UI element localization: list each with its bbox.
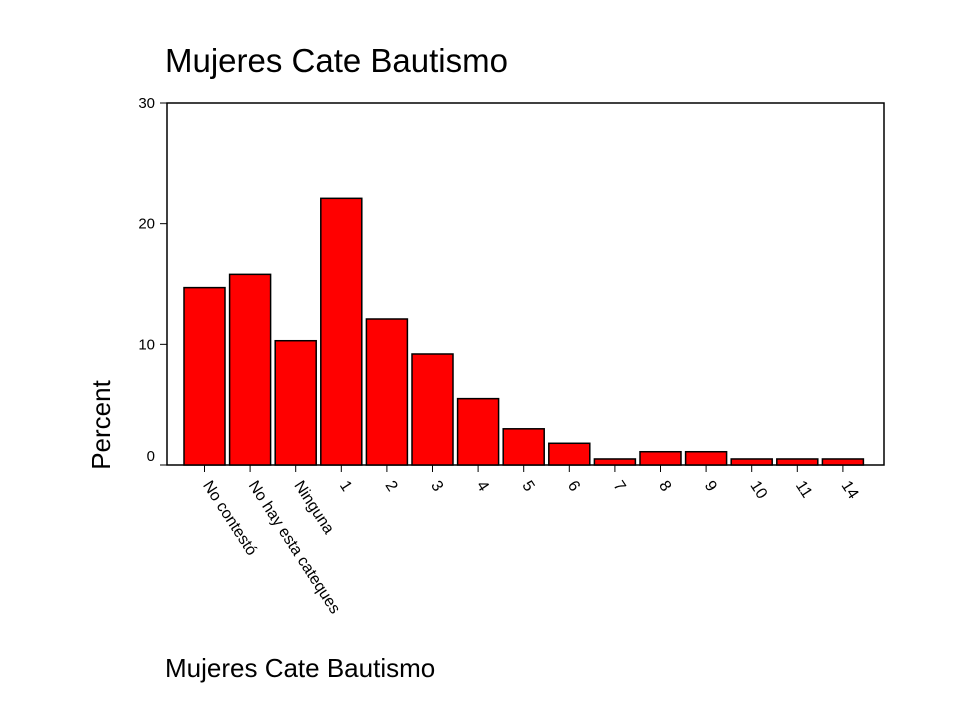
x-axis-label: Mujeres Cate Bautismo xyxy=(165,653,435,683)
bar xyxy=(228,273,272,466)
x-tick-label: 6 xyxy=(564,478,583,495)
bar xyxy=(183,286,226,466)
x-tick-label: 14 xyxy=(838,478,862,502)
x-tick-label: 4 xyxy=(473,478,492,495)
bar xyxy=(821,458,865,466)
bar xyxy=(365,318,409,466)
bar xyxy=(684,450,728,466)
x-tick-label: 8 xyxy=(655,478,674,495)
x-tick-label: 11 xyxy=(792,478,815,501)
chart-title: Mujeres Cate Bautismo xyxy=(165,42,508,79)
bar xyxy=(502,428,545,466)
x-tick-label: 5 xyxy=(518,478,537,495)
x-tick-label: 7 xyxy=(610,478,629,495)
y-tick-label: 30 xyxy=(138,95,155,112)
bar xyxy=(730,458,773,466)
bar xyxy=(456,397,500,466)
x-tick-label: 3 xyxy=(427,478,446,495)
x-tick-label: 1 xyxy=(336,478,355,495)
bar xyxy=(548,442,591,466)
y-tick-label: 20 xyxy=(138,216,155,233)
x-tick-label: 9 xyxy=(701,478,720,495)
bars-group xyxy=(183,197,865,466)
bar xyxy=(411,353,454,466)
y-axis-ticks: 0 10 20 30 xyxy=(138,95,167,466)
y-axis-label: Percent xyxy=(86,379,116,469)
y-tick-label: 0 xyxy=(147,448,155,465)
bar xyxy=(776,458,819,466)
bar xyxy=(639,450,682,466)
bar xyxy=(593,458,637,466)
x-tick-label: Ninguna xyxy=(290,478,337,537)
y-tick-label: 10 xyxy=(138,336,155,353)
x-tick-label: 2 xyxy=(382,478,401,495)
bar xyxy=(274,339,317,466)
x-tick-label: 10 xyxy=(746,478,770,502)
bar xyxy=(320,197,363,466)
